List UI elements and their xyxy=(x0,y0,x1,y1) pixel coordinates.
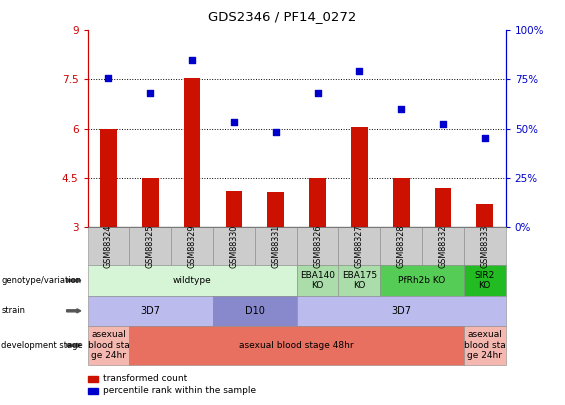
Text: GSM88332: GSM88332 xyxy=(438,224,447,268)
Text: GSM88325: GSM88325 xyxy=(146,224,155,268)
Bar xyxy=(142,178,159,227)
Text: GSM88324: GSM88324 xyxy=(104,224,113,268)
Text: GSM88330: GSM88330 xyxy=(229,224,238,268)
Text: GSM88328: GSM88328 xyxy=(397,224,406,268)
Bar xyxy=(476,204,493,227)
Point xyxy=(271,129,280,135)
Point xyxy=(146,90,155,96)
Bar xyxy=(393,178,410,227)
Text: strain: strain xyxy=(1,306,25,315)
Text: transformed count: transformed count xyxy=(103,374,188,383)
Bar xyxy=(184,78,201,227)
Text: 3D7: 3D7 xyxy=(140,306,160,316)
Point xyxy=(480,135,489,142)
Text: asexual
blood sta
ge 24hr: asexual blood sta ge 24hr xyxy=(464,330,506,360)
Point xyxy=(313,90,322,96)
Bar xyxy=(225,191,242,227)
Point xyxy=(397,106,406,112)
Bar xyxy=(267,192,284,227)
Text: genotype/variation: genotype/variation xyxy=(1,276,81,285)
Bar xyxy=(434,188,451,227)
Point xyxy=(438,120,447,127)
Point xyxy=(188,57,197,63)
Text: asexual blood stage 48hr: asexual blood stage 48hr xyxy=(240,341,354,350)
Text: wildtype: wildtype xyxy=(173,276,211,285)
Text: GSM88333: GSM88333 xyxy=(480,224,489,268)
Text: asexual
blood sta
ge 24hr: asexual blood sta ge 24hr xyxy=(88,330,129,360)
Point xyxy=(229,119,238,125)
Text: 3D7: 3D7 xyxy=(391,306,411,316)
Text: development stage: development stage xyxy=(1,341,83,350)
Text: PfRh2b KO: PfRh2b KO xyxy=(398,276,446,285)
Text: EBA140
KO: EBA140 KO xyxy=(300,271,335,290)
Text: GSM88326: GSM88326 xyxy=(313,224,322,268)
Text: SIR2
KO: SIR2 KO xyxy=(475,271,495,290)
Text: GSM88329: GSM88329 xyxy=(188,224,197,268)
Point xyxy=(104,75,113,81)
Text: GSM88327: GSM88327 xyxy=(355,224,364,268)
Text: D10: D10 xyxy=(245,306,265,316)
Text: GDS2346 / PF14_0272: GDS2346 / PF14_0272 xyxy=(208,10,357,23)
Bar xyxy=(100,129,117,227)
Text: EBA175
KO: EBA175 KO xyxy=(342,271,377,290)
Point xyxy=(355,68,364,75)
Bar xyxy=(351,127,368,227)
Text: percentile rank within the sample: percentile rank within the sample xyxy=(103,386,257,395)
Bar xyxy=(309,178,326,227)
Text: GSM88331: GSM88331 xyxy=(271,224,280,268)
